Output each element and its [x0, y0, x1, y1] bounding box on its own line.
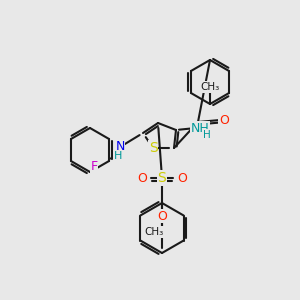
Text: O: O	[177, 172, 187, 184]
Text: H: H	[114, 151, 122, 161]
Text: S: S	[148, 141, 158, 155]
Text: CH₃: CH₃	[144, 227, 164, 237]
Text: O: O	[137, 172, 147, 184]
Text: NH: NH	[190, 122, 209, 134]
Text: N: N	[115, 140, 125, 154]
Text: O: O	[219, 113, 229, 127]
Text: CH₃: CH₃	[200, 82, 220, 92]
Text: O: O	[157, 209, 167, 223]
Text: F: F	[90, 160, 98, 172]
Text: S: S	[158, 171, 166, 185]
Text: H: H	[203, 130, 211, 140]
